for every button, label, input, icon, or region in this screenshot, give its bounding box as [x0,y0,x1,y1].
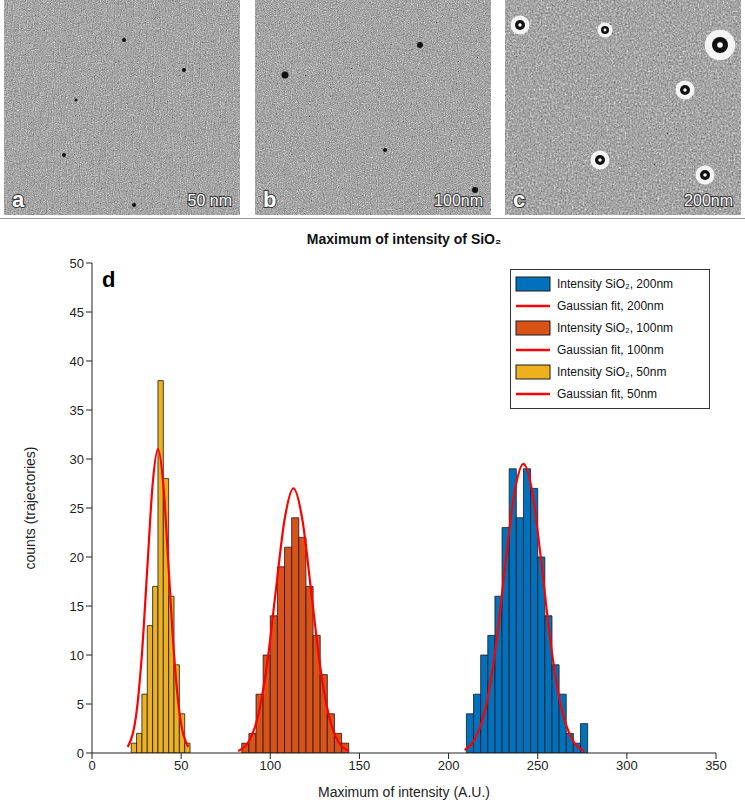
svg-text:counts (trajectories): counts (trajectories) [22,447,38,570]
svg-text:45: 45 [70,305,84,320]
svg-text:35: 35 [70,403,84,418]
svg-text:300: 300 [616,758,638,773]
svg-text:40: 40 [70,354,84,369]
svg-text:10: 10 [70,648,84,663]
svg-text:100: 100 [259,758,281,773]
svg-text:200: 200 [438,758,460,773]
svg-text:Maximum of intensity (A.U.): Maximum of intensity (A.U.) [318,784,490,800]
html-text:d: d [102,267,116,292]
svg-text:25: 25 [70,501,84,516]
svg-text:50 nm: 50 nm [188,192,232,209]
svg-text:50: 50 [70,256,84,271]
svg-text:250: 250 [527,758,549,773]
svg-text:0: 0 [88,758,95,773]
svg-text:0: 0 [77,746,84,761]
svg-text:350: 350 [705,758,727,773]
svg-text:200nm: 200nm [684,192,733,209]
svg-text:100nm: 100nm [434,192,483,209]
html-text:Intensity SiO₂, 100nm: Intensity SiO₂, 100nm [557,321,673,335]
html-text:Maximum of intensity of SiO₂: Maximum of intensity of SiO₂ [306,231,502,247]
html-text:Gaussian fit, 100nm: Gaussian fit, 100nm [557,343,664,357]
svg-text:c: c [513,187,525,212]
svg-text:b: b [263,187,276,212]
svg-text:30: 30 [70,452,84,467]
svg-text:15: 15 [70,599,84,614]
svg-text:150: 150 [349,758,371,773]
svg-text:50: 50 [174,758,188,773]
html-text:Intensity SiO₂, 200nm: Intensity SiO₂, 200nm [557,277,673,291]
svg-text:20: 20 [70,550,84,565]
html-text:Intensity SiO₂, 50nm: Intensity SiO₂, 50nm [557,365,667,379]
svg-text:5: 5 [77,697,84,712]
svg-text:a: a [12,187,25,212]
html-text:Gaussian fit, 50nm: Gaussian fit, 50nm [557,387,658,401]
html-text:Gaussian fit, 200nm: Gaussian fit, 200nm [557,299,664,313]
